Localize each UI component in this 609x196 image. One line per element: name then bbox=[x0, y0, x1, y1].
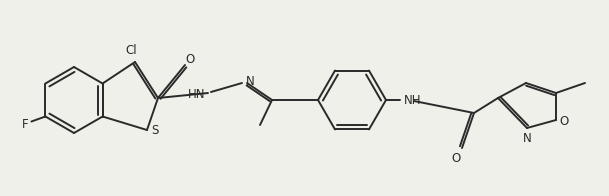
Text: O: O bbox=[451, 152, 460, 164]
Text: N: N bbox=[246, 74, 255, 87]
Text: O: O bbox=[185, 53, 195, 65]
Text: S: S bbox=[151, 124, 159, 138]
Text: Cl: Cl bbox=[125, 44, 137, 56]
Text: F: F bbox=[22, 118, 29, 131]
Text: N: N bbox=[523, 132, 532, 144]
Text: NH: NH bbox=[404, 93, 421, 106]
Text: HN: HN bbox=[188, 87, 205, 101]
Text: O: O bbox=[560, 114, 569, 128]
